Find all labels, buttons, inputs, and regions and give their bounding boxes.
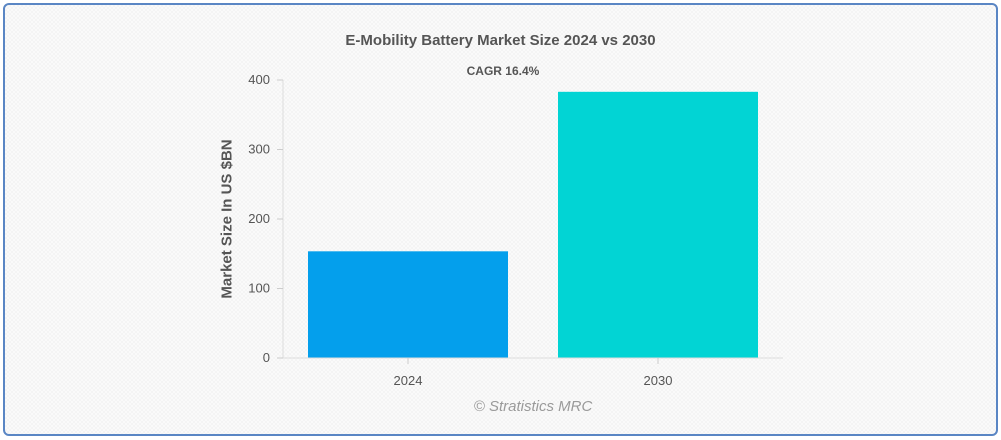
x-tick-label: 2030 — [644, 373, 673, 388]
y-tick-label: 400 — [248, 72, 270, 87]
bar-2024 — [308, 251, 508, 358]
bars — [308, 91, 758, 358]
source-credit: © Stratistics MRC — [473, 398, 593, 415]
y-tick-label: 200 — [248, 211, 270, 226]
y-tick-label: 0 — [263, 350, 270, 365]
y-tick-label: 100 — [248, 281, 270, 296]
cagr-annotation: CAGR 16.4% — [466, 64, 540, 78]
bar-2030 — [558, 91, 758, 358]
x-tick-label: 2024 — [394, 373, 423, 388]
chart-title: E-Mobility Battery Market Size 2024 vs 2… — [345, 32, 656, 49]
y-tick-label: 300 — [248, 142, 270, 157]
x-axis: 2024 2030 — [283, 357, 783, 388]
chart-frame — [3, 3, 998, 436]
y-axis: 0 100 200 300 400 — [248, 72, 284, 365]
